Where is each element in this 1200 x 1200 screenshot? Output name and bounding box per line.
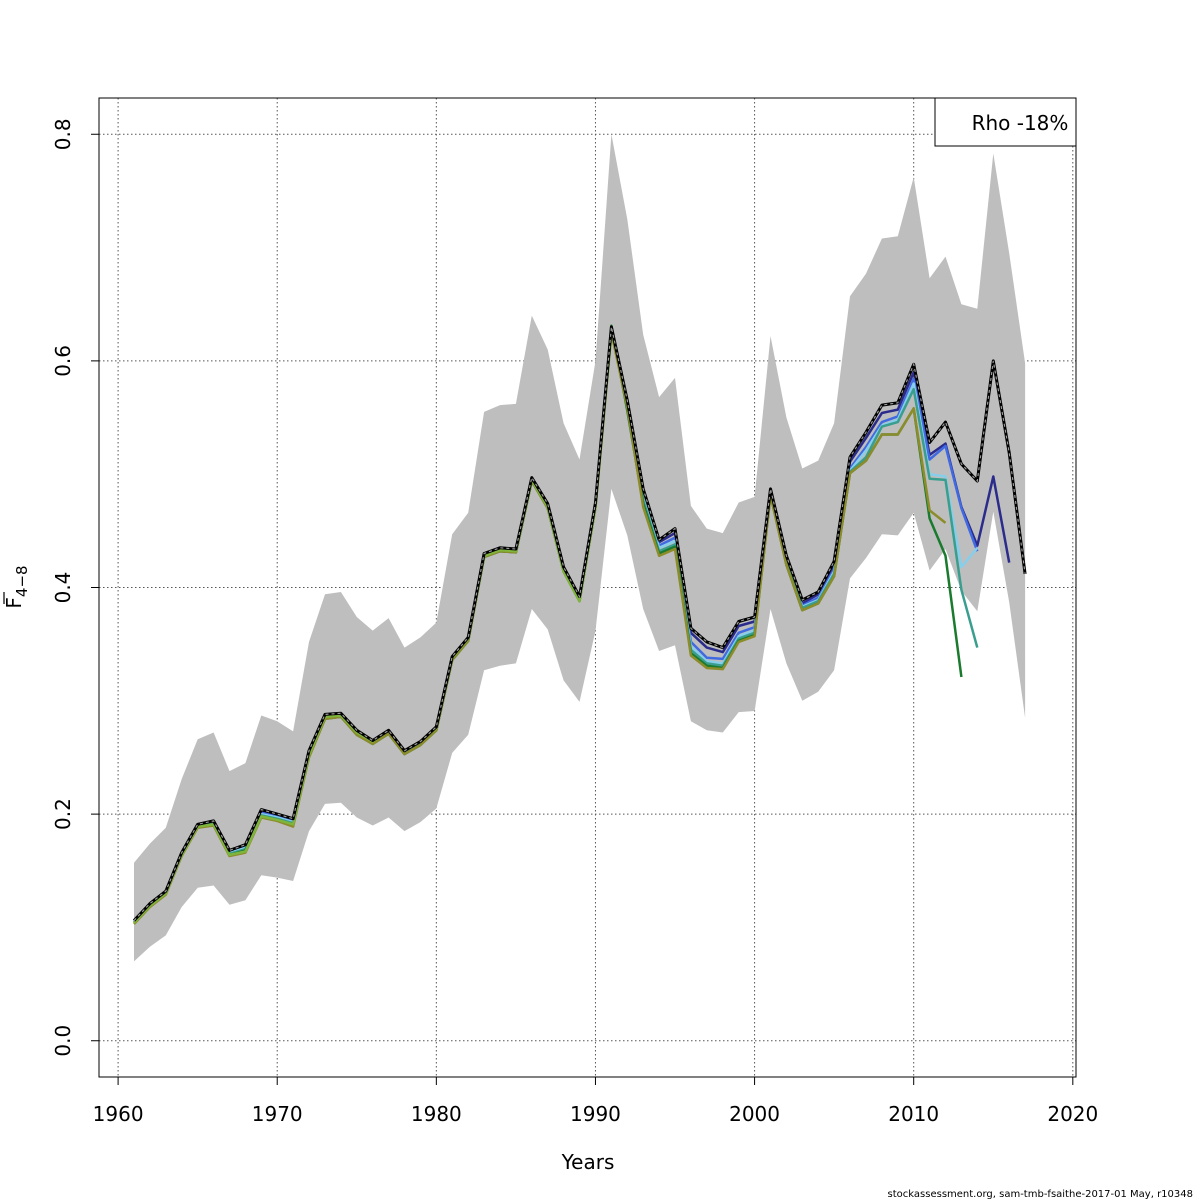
legend-box: Rho -18% — [934, 97, 1077, 147]
y-axis-title: F4−8 — [2, 565, 31, 608]
confidence-band — [134, 134, 1026, 962]
confidence-band-area — [134, 134, 1026, 962]
x-tick-label-3: 1990 — [570, 1102, 621, 1126]
y-tick-label-0: 0.0 — [51, 1025, 75, 1057]
x-axis-title: Years — [561, 1150, 615, 1174]
x-tick-label-2: 1980 — [411, 1102, 462, 1126]
x-tick-label-0: 1960 — [93, 1102, 144, 1126]
footer-source: stockassessment.org, sam-tmb-fsaithe-201… — [888, 1189, 1193, 1200]
y-tick-label-2: 0.4 — [51, 572, 75, 604]
y-axis: 0.0 0.2 0.4 0.6 0.8 — [51, 118, 100, 1057]
series-lines — [132, 324, 1027, 925]
x-tick-label-5: 2010 — [888, 1102, 939, 1126]
y-tick-label-4: 0.8 — [51, 118, 75, 150]
y-axis-title-sub: 4−8 — [13, 565, 31, 597]
series-line-base — [133, 326, 1026, 922]
legend-rho-text: Rho -18% — [972, 111, 1069, 135]
y-tick-label-1: 0.2 — [51, 798, 75, 830]
x-tick-label-6: 2020 — [1047, 1102, 1098, 1126]
x-axis: 1960 1970 1980 1990 2000 2010 2020 — [93, 1076, 1098, 1126]
y-axis-title-main: F — [2, 597, 26, 609]
x-tick-label-4: 2000 — [729, 1102, 780, 1126]
svg-text:F4−8: F4−8 — [2, 565, 31, 608]
legend-frame — [934, 97, 1077, 147]
x-tick-label-1: 1970 — [252, 1102, 303, 1126]
y-tick-label-3: 0.6 — [51, 345, 75, 377]
